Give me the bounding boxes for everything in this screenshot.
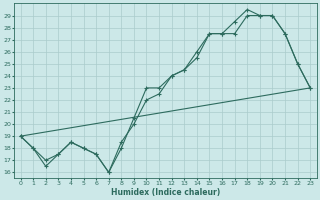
X-axis label: Humidex (Indice chaleur): Humidex (Indice chaleur) xyxy=(111,188,220,197)
